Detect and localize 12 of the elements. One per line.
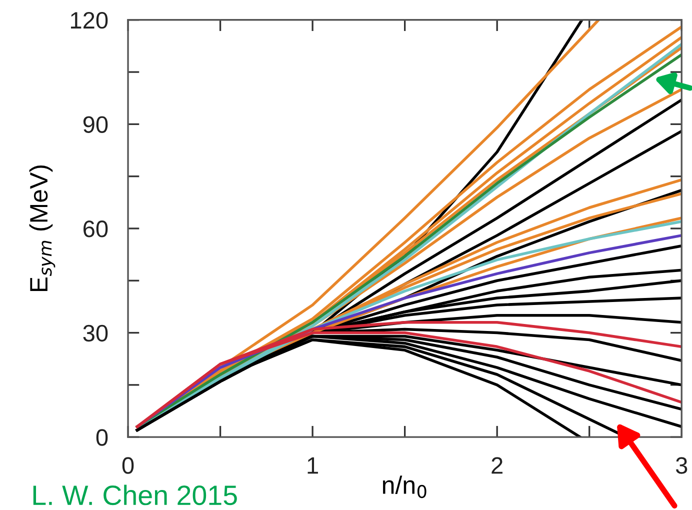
x-tick-label: 1 xyxy=(308,457,318,474)
y-tick-label: 120 xyxy=(70,12,108,29)
y-tick-label: 60 xyxy=(84,220,108,238)
x-tick-label: 3 xyxy=(676,457,688,474)
y-tick-label: 90 xyxy=(83,116,108,133)
y-tick-label: 0 xyxy=(96,429,108,446)
text: L. W. Chen 2015 xyxy=(33,484,237,506)
x-tick-label: 2 xyxy=(492,457,502,474)
y-axis-title: E$_{sym}$ (MeV) xyxy=(29,166,56,292)
x-tick-label: 0 xyxy=(122,457,134,474)
x-axis-title: n/n$_{0}$ xyxy=(382,476,426,498)
y-tick-label: 30 xyxy=(83,324,108,342)
